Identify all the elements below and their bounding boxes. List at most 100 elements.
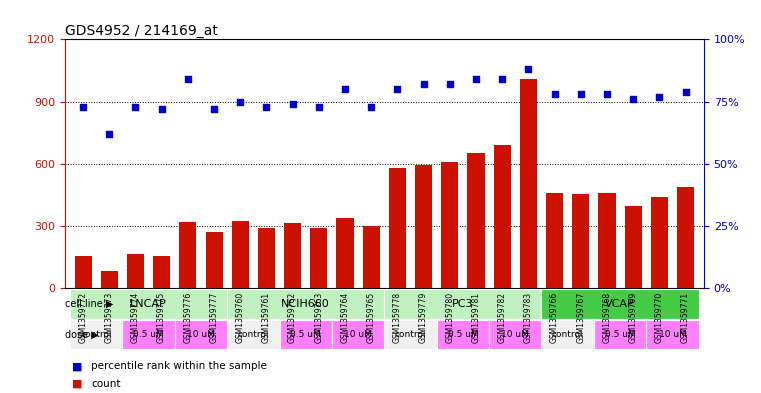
- Point: [287, 101, 299, 107]
- Bar: [332, 320, 384, 349]
- Point: [365, 103, 377, 110]
- Bar: [494, 145, 511, 288]
- Bar: [542, 289, 699, 318]
- Bar: [123, 320, 175, 349]
- Bar: [384, 289, 542, 318]
- Bar: [231, 221, 249, 288]
- Bar: [437, 320, 489, 349]
- Text: dose ▶: dose ▶: [65, 329, 99, 340]
- Text: GSM1359775: GSM1359775: [157, 292, 166, 343]
- Bar: [205, 232, 222, 288]
- Text: control: control: [552, 330, 584, 339]
- Bar: [310, 228, 327, 288]
- Bar: [646, 320, 699, 349]
- Bar: [384, 320, 437, 349]
- Text: GSM1359777: GSM1359777: [209, 292, 218, 343]
- Point: [77, 103, 89, 110]
- Point: [234, 98, 247, 105]
- Bar: [258, 228, 275, 288]
- Point: [155, 106, 167, 112]
- Text: GSM1359774: GSM1359774: [131, 292, 140, 343]
- Bar: [336, 218, 354, 288]
- Point: [313, 103, 325, 110]
- Bar: [153, 256, 170, 288]
- Text: 10 uM: 10 uM: [344, 330, 372, 339]
- Point: [653, 94, 665, 100]
- Bar: [415, 165, 432, 288]
- Bar: [227, 320, 279, 349]
- Bar: [75, 256, 91, 288]
- Bar: [572, 194, 589, 288]
- Text: percentile rank within the sample: percentile rank within the sample: [91, 362, 267, 371]
- Text: control: control: [395, 330, 426, 339]
- Text: LNCAP: LNCAP: [130, 299, 167, 309]
- Text: 0.5 uM: 0.5 uM: [291, 330, 321, 339]
- Bar: [651, 197, 668, 288]
- Bar: [180, 222, 196, 288]
- Point: [575, 91, 587, 97]
- Text: 10 uM: 10 uM: [187, 330, 215, 339]
- Point: [522, 66, 534, 72]
- Bar: [542, 320, 594, 349]
- Text: GSM1359764: GSM1359764: [340, 292, 349, 343]
- Text: GSM1359761: GSM1359761: [262, 292, 271, 343]
- Point: [208, 106, 220, 112]
- Bar: [546, 193, 563, 288]
- Text: control: control: [237, 330, 269, 339]
- Point: [680, 88, 692, 95]
- Text: GSM1359782: GSM1359782: [498, 292, 507, 343]
- Text: GSM1359769: GSM1359769: [629, 292, 638, 343]
- Text: 0.5 uM: 0.5 uM: [133, 330, 164, 339]
- Bar: [598, 193, 616, 288]
- Text: GDS4952 / 214169_at: GDS4952 / 214169_at: [65, 24, 218, 38]
- Text: GSM1359776: GSM1359776: [183, 292, 193, 343]
- Point: [103, 131, 116, 137]
- Text: GSM1359771: GSM1359771: [681, 292, 690, 343]
- Text: GSM1359773: GSM1359773: [105, 292, 113, 343]
- Text: 10 uM: 10 uM: [501, 330, 529, 339]
- Point: [391, 86, 403, 92]
- Bar: [489, 320, 542, 349]
- Bar: [284, 223, 301, 288]
- Bar: [279, 320, 332, 349]
- Text: control: control: [81, 330, 112, 339]
- Bar: [227, 289, 384, 318]
- Point: [418, 81, 430, 87]
- Bar: [520, 79, 537, 288]
- Text: GSM1359772: GSM1359772: [78, 292, 88, 343]
- Text: VCAP: VCAP: [605, 299, 635, 309]
- Text: GSM1359763: GSM1359763: [314, 292, 323, 343]
- Text: GSM1359780: GSM1359780: [445, 292, 454, 343]
- Bar: [441, 162, 458, 288]
- Bar: [594, 320, 646, 349]
- Text: ■: ■: [72, 379, 83, 389]
- Bar: [175, 320, 227, 349]
- Point: [129, 103, 142, 110]
- Text: 0.5 uM: 0.5 uM: [447, 330, 478, 339]
- Bar: [70, 320, 123, 349]
- Bar: [100, 271, 118, 288]
- Text: count: count: [91, 379, 121, 389]
- Text: GSM1359767: GSM1359767: [576, 292, 585, 343]
- Text: GSM1359766: GSM1359766: [550, 292, 559, 343]
- Text: GSM1359781: GSM1359781: [472, 292, 480, 343]
- Text: GSM1359783: GSM1359783: [524, 292, 533, 343]
- Point: [339, 86, 351, 92]
- Text: ■: ■: [72, 362, 83, 371]
- Bar: [70, 289, 227, 318]
- Text: GSM1359768: GSM1359768: [603, 292, 612, 343]
- Point: [627, 96, 639, 102]
- Point: [601, 91, 613, 97]
- Point: [470, 76, 482, 82]
- Text: 0.5 uM: 0.5 uM: [605, 330, 635, 339]
- Bar: [677, 187, 694, 288]
- Text: cell line ▶: cell line ▶: [65, 299, 113, 309]
- Point: [496, 76, 508, 82]
- Text: NCIH660: NCIH660: [282, 299, 330, 309]
- Bar: [389, 168, 406, 288]
- Bar: [467, 154, 485, 288]
- Bar: [363, 226, 380, 288]
- Bar: [127, 254, 144, 288]
- Point: [182, 76, 194, 82]
- Point: [260, 103, 272, 110]
